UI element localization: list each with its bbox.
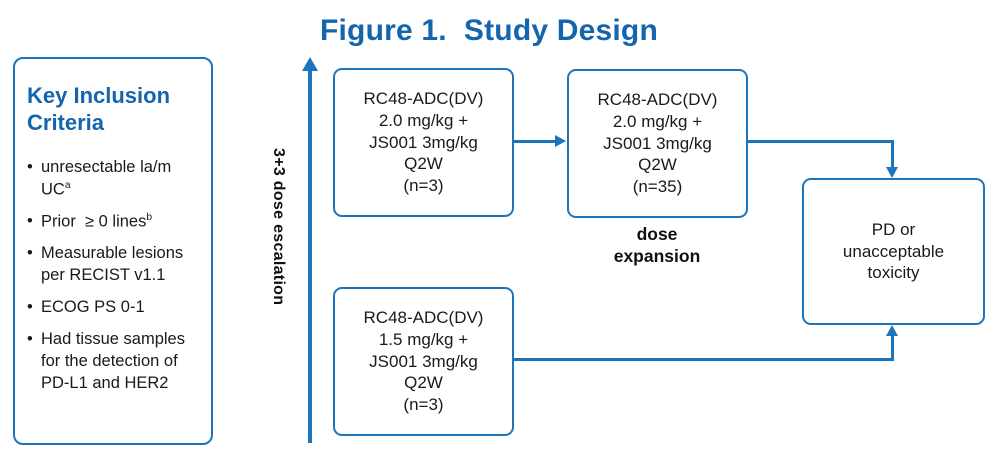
box-outcome: PD or unacceptable toxicity — [802, 178, 985, 325]
text-line: 1.5 mg/kg + — [378, 329, 469, 349]
inclusion-item-text: Had tissue samples for the detection of … — [41, 330, 195, 393]
text-line: expansion — [613, 245, 701, 266]
connector-dose2-to-outcome-h — [514, 358, 894, 361]
key-inclusion-panel: Key Inclusion Criteria unresectable la/m… — [13, 57, 213, 445]
text-line: RC48-ADC(DV) — [363, 88, 484, 108]
dose-escalation-arrow — [308, 69, 312, 443]
text-line: JS001 3mg/kg — [369, 351, 478, 371]
text-line: 2.0 mg/kg + — [378, 110, 469, 130]
inclusion-list-item: unresectable la/m UCa — [27, 157, 205, 201]
arrowhead-up-into-outcome-icon — [886, 325, 898, 336]
dose-escalation-label: 3+3 dose escalation — [270, 148, 287, 306]
inclusion-list-item: ECOG PS 0-1 — [27, 297, 205, 319]
text-line: toxicity — [867, 263, 920, 283]
connector-dose2-to-outcome-v — [891, 336, 894, 361]
inclusion-list-item: Prior ≥ 0 linesb — [27, 211, 205, 233]
text-line: PD or — [871, 219, 916, 239]
arrowhead-right-icon — [555, 135, 566, 147]
text-line: (n=35) — [632, 177, 683, 197]
connector-expansion-to-outcome-v — [891, 140, 894, 168]
footnote-marker: a — [64, 179, 71, 191]
text-line: (n=3) — [403, 176, 444, 196]
inclusion-item-text: Measurable lesions per RECIST v1.1 — [41, 244, 188, 285]
text-line: JS001 3mg/kg — [603, 133, 712, 153]
inclusion-list-item: Had tissue samples for the detection of … — [27, 329, 205, 395]
box-dose-level-2-0: RC48-ADC(DV) 2.0 mg/kg + JS001 3mg/kg Q2W (n… — [333, 68, 514, 217]
box-dose-level-1-5: RC48-ADC(DV) 1.5 mg/kg + JS001 3mg/kg Q2W (n… — [333, 287, 514, 436]
inclusion-item-text: ECOG PS 0-1 — [41, 298, 145, 317]
inclusion-list: unresectable la/m UCa Prior ≥ 0 linesb Mea… — [27, 157, 205, 395]
box-dose-expansion: RC48-ADC(DV) 2.0 mg/kg + JS001 3mg/kg Q2W (n… — [567, 69, 748, 218]
text-line: RC48-ADC(DV) — [363, 307, 484, 327]
text-line: RC48-ADC(DV) — [597, 89, 718, 109]
text-line: JS001 3mg/kg — [369, 132, 478, 152]
arrowhead-up-icon — [302, 57, 318, 71]
text-line: dose — [636, 224, 678, 244]
connector-dose1-to-expansion — [514, 140, 557, 143]
inclusion-item-text: Prior ≥ 0 lines — [41, 212, 147, 231]
text-line: (n=3) — [403, 395, 444, 415]
footnote-marker: b — [146, 212, 153, 224]
text-line: Q2W — [638, 155, 677, 175]
key-inclusion-heading: Key Inclusion Criteria — [27, 83, 171, 135]
text-line: Q2W — [404, 154, 443, 174]
arrowhead-down-icon — [886, 167, 898, 178]
figure-title: Figure 1. Study Design — [320, 14, 658, 47]
text-line: 2.0 mg/kg + — [612, 111, 703, 131]
inclusion-list-item: Measurable lesions per RECIST v1.1 — [27, 243, 205, 287]
text-line: Q2W — [404, 373, 443, 393]
connector-expansion-to-outcome-h — [748, 140, 894, 143]
dose-expansion-caption: dose expansion — [587, 224, 727, 268]
inclusion-item-text: unresectable la/m UC — [41, 157, 176, 199]
text-line: unacceptable — [842, 241, 945, 261]
